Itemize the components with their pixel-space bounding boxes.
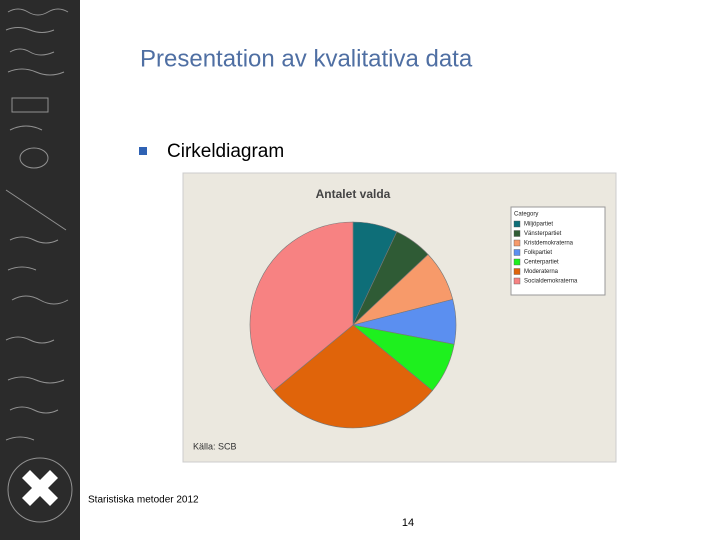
legend-label: Vänsterpartiet — [524, 231, 562, 237]
pie-slice — [249, 221, 354, 392]
legend-swatch — [513, 268, 521, 275]
legend-swatch — [513, 277, 521, 285]
legend-swatch — [513, 249, 521, 256]
legend-swatch — [513, 230, 521, 237]
chart-title: Antalet valda — [316, 187, 391, 201]
chalk-scribbles — [5, 8, 73, 523]
legend-label: Moderaterna — [524, 269, 559, 275]
logo — [22, 470, 58, 506]
legend-swatch — [513, 220, 521, 228]
legend-label: Socialdemokraterna — [524, 279, 578, 285]
slide-title: Presentation av kvalitativa data — [140, 45, 473, 72]
chart-source: Källa: SCB — [193, 441, 237, 451]
legend-label: Miljöpartiet — [524, 222, 553, 228]
bullet-marker — [139, 147, 147, 155]
legend-label: Centerpartiet — [524, 260, 559, 266]
legend-label: Folkpartiet — [524, 250, 552, 256]
footer: Staristiska metoder 2012 — [88, 495, 199, 506]
legend-title: Category — [514, 212, 538, 218]
bullet-text: Cirkeldiagram — [167, 141, 284, 162]
chalkboard-strip — [0, 0, 80, 540]
legend-label: Kristdemokraterna — [524, 241, 574, 247]
page-number: 14 — [402, 517, 414, 529]
legend-swatch — [513, 239, 521, 247]
legend-box — [510, 206, 606, 296]
pie-slice — [273, 324, 433, 429]
legend-swatch — [513, 258, 521, 266]
